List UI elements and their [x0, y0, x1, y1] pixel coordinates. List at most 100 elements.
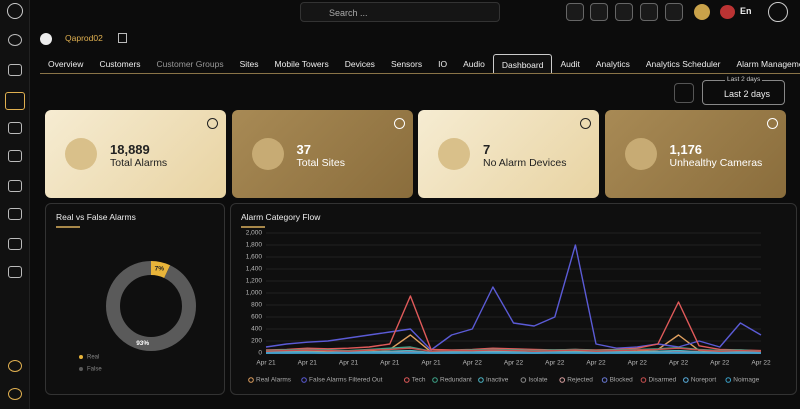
line-chart: 0 200 400 600 800 1,000 1,200 1,400 1,600 1,800 2,… — [241, 226, 771, 384]
tab[interactable]: Analytics Scheduler — [645, 59, 721, 69]
search-box[interactable]: Search ... — [300, 2, 500, 22]
legend-marker — [520, 377, 527, 383]
theme-toggle[interactable] — [768, 2, 788, 22]
legend-label: Isolate — [528, 377, 548, 384]
top-button[interactable] — [566, 3, 584, 21]
info-icon[interactable] — [766, 118, 778, 129]
donut-slice — [106, 261, 196, 351]
x-tick-label: Apr 22 — [504, 360, 524, 367]
series-line — [265, 244, 762, 351]
help-icon[interactable] — [8, 360, 22, 372]
nav-icon[interactable] — [8, 150, 22, 162]
series-line — [265, 295, 762, 352]
tab[interactable]: Audio — [463, 59, 485, 69]
tab[interactable]: Analytics — [595, 59, 630, 69]
card-label: Unhealthy Cameras — [669, 157, 763, 169]
card-value: 18,889 — [110, 142, 150, 157]
legend-label: Disarmed — [648, 377, 676, 384]
x-tick-label: Apr 22 — [586, 360, 606, 367]
legend-label: Tech — [412, 377, 426, 384]
card-value: 1,176 — [669, 142, 703, 157]
x-tick-label: Apr 22 — [463, 360, 483, 367]
series-line — [265, 347, 762, 352]
top-button[interactable] — [665, 3, 683, 21]
nav-icon[interactable] — [8, 180, 22, 192]
tab[interactable]: Customer Groups — [156, 59, 224, 69]
avatar[interactable] — [694, 4, 710, 20]
y-tick-label: 1,000 — [246, 290, 263, 297]
stat-card: 1,176 Unhealthy Cameras — [604, 110, 786, 198]
flow-panel: Alarm Category Flow 0 200 400 600 800 1,000 1,… — [230, 203, 797, 395]
legend-label: False — [87, 367, 102, 373]
legend-marker — [640, 377, 647, 383]
legend-marker — [248, 377, 254, 383]
x-tick-label: Apr 21 — [380, 360, 400, 367]
y-tick-label: 800 — [251, 302, 262, 309]
tab[interactable]: Audit — [560, 59, 580, 69]
y-tick-label: 1,400 — [246, 266, 263, 273]
tab[interactable]: Mobile Towers — [274, 59, 329, 69]
top-button[interactable] — [590, 3, 608, 21]
legend-marker — [559, 377, 566, 383]
card-value: 37 — [296, 142, 311, 157]
card-label: Total Sites — [296, 157, 345, 169]
nav-icon[interactable] — [8, 208, 22, 220]
sidebar — [0, 0, 30, 409]
tab[interactable]: Customers — [99, 59, 141, 69]
tab[interactable]: IO — [438, 59, 448, 69]
settings-icon[interactable] — [8, 388, 22, 400]
legend-label: Rejected — [567, 377, 593, 384]
card-icon — [65, 138, 97, 170]
card-icon — [438, 138, 470, 170]
legend-label: Noimage — [733, 377, 759, 384]
info-icon[interactable] — [207, 118, 218, 129]
y-tick-label: 400 — [251, 326, 262, 333]
range-caption: Last 2 days — [725, 76, 763, 83]
y-tick-label: 200 — [251, 338, 262, 345]
donut-chart: 7% Real 93% False — [79, 261, 196, 373]
stat-card: 18,889 Total Alarms — [45, 110, 226, 198]
legend-label: Noreport — [691, 377, 716, 384]
top-button[interactable] — [640, 3, 658, 21]
y-tick-label: 600 — [251, 314, 262, 321]
tab[interactable]: Alarm Management S — [736, 59, 800, 69]
tab[interactable]: Dashboard — [492, 54, 553, 73]
x-tick-label: Apr 22 — [545, 360, 565, 367]
x-tick-label: Apr 22 — [751, 360, 771, 367]
nav-icon[interactable] — [8, 266, 22, 278]
legend-dot — [79, 355, 83, 359]
y-tick-label: 1,600 — [246, 254, 263, 261]
refresh-button[interactable] — [674, 83, 694, 103]
tab[interactable]: Sites — [239, 59, 259, 69]
card-value: 7 — [483, 142, 491, 157]
info-icon[interactable] — [393, 118, 405, 129]
y-tick-label: 2,000 — [246, 230, 263, 237]
site-name[interactable]: Qaprod02 — [65, 33, 103, 43]
underline — [241, 226, 265, 228]
tab[interactable]: Devices — [344, 59, 375, 69]
top-button[interactable] — [615, 3, 633, 21]
info-icon[interactable] — [580, 118, 591, 129]
nav-icon[interactable] — [5, 92, 25, 110]
nav-icon[interactable] — [8, 238, 22, 250]
flag — [720, 5, 735, 19]
range-select[interactable]: Last 2 days Last 2 days — [702, 76, 785, 105]
stat-card: 7 No Alarm Devices — [418, 110, 599, 198]
nav-icon[interactable] — [8, 122, 22, 134]
y-tick-label: 1,800 — [246, 242, 263, 249]
legend-label: Blocked — [610, 377, 634, 384]
logo — [7, 3, 23, 19]
x-tick-label: Apr 22 — [710, 360, 730, 367]
legend-marker — [601, 377, 608, 383]
x-tick-label: Apr 21 — [421, 360, 441, 367]
legend-marker — [683, 377, 689, 383]
language[interactable]: En — [740, 6, 752, 16]
tab[interactable]: Sensors — [390, 59, 423, 69]
legend-marker — [478, 377, 484, 383]
copy-icon[interactable] — [118, 33, 127, 43]
tab[interactable]: Overview — [48, 59, 84, 69]
nav-icon[interactable] — [8, 64, 22, 76]
legend-marker — [725, 377, 732, 383]
legend-label: Redundant — [440, 377, 472, 384]
nav-icon[interactable] — [8, 34, 22, 46]
